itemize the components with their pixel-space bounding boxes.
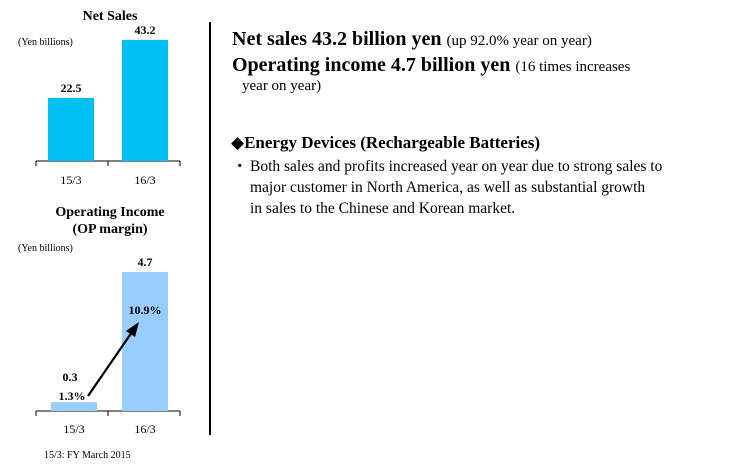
bar <box>122 39 168 161</box>
operating-income-unit-label: (Yen billions) <box>18 243 73 254</box>
bullet-line-3: in sales to the Chinese and Korean marke… <box>250 200 516 217</box>
section-title: ◆Energy Devices (Rechargeable Batteries) <box>231 133 541 152</box>
op-income-headline: Operating income 4.7 billion yen (16 tim… <box>232 54 630 77</box>
growth-arrow-head <box>126 322 139 337</box>
op-income-headline-text: Operating income 4.7 billion yen <box>232 54 511 76</box>
value-label: 22.5 <box>61 81 82 95</box>
net-sales-unit-label: (Yen billions) <box>18 37 73 48</box>
net-sales-chart: 22.5 15/3 43.2 16/3 <box>35 23 181 187</box>
net-sales-headline-text: Net sales 43.2 billion yen <box>232 28 442 50</box>
bullet-line-1: Both sales and profits increased year on… <box>250 158 663 175</box>
x-tick-label: 16/3 <box>134 422 155 436</box>
bar <box>122 272 168 411</box>
growth-arrow <box>87 331 133 397</box>
bullet-marker: ・ <box>232 158 248 175</box>
operating-income-subtitle: (OP margin) <box>72 222 148 237</box>
value-label: 0.3 <box>63 370 78 384</box>
x-tick-label: 15/3 <box>63 422 84 436</box>
x-tick-label: 16/3 <box>134 173 155 187</box>
vertical-divider <box>209 22 211 435</box>
value-label: 4.7 <box>138 255 153 269</box>
net-sales-title: Net Sales <box>82 9 138 24</box>
bullet-line-2: major customer in North America, as well… <box>250 179 646 196</box>
margin-label: 1.3% <box>59 389 86 403</box>
footnote: 15/3: FY March 2015 <box>44 450 131 461</box>
bar <box>51 402 97 411</box>
operating-income-title: Operating Income <box>55 205 165 220</box>
x-tick-label: 15/3 <box>60 173 81 187</box>
net-sales-headline: Net sales 43.2 billion yen (up 92.0% yea… <box>232 28 592 51</box>
op-income-headline-note-cont: year on year) <box>242 78 322 94</box>
operating-income-chart: 15/3 16/3 0.3 4.7 1.3% 10.9% <box>35 255 181 436</box>
bar <box>48 97 94 161</box>
margin-label: 10.9% <box>129 303 162 317</box>
op-income-headline-note: (16 times increases <box>515 59 631 75</box>
value-label: 43.2 <box>135 23 156 37</box>
net-sales-headline-note: (up 92.0% year on year) <box>446 33 592 49</box>
